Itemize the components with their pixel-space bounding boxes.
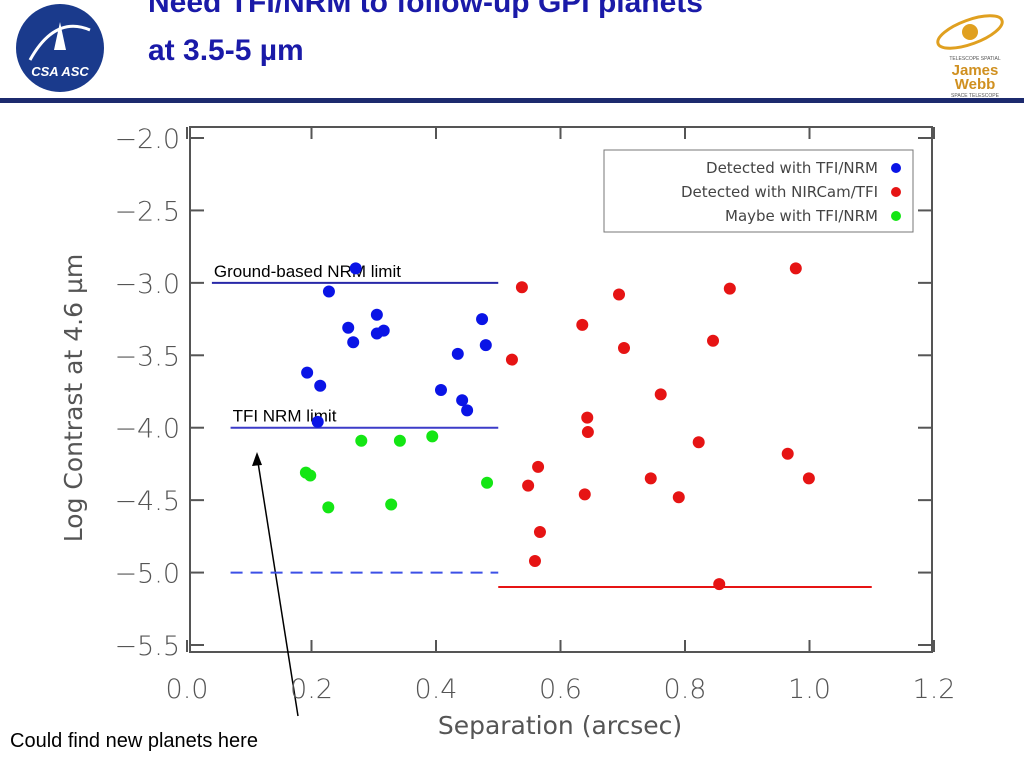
point xyxy=(322,285,335,298)
header-rule xyxy=(0,98,1024,103)
logo-rocket xyxy=(54,22,66,50)
x-tick-label: 0.2 xyxy=(290,674,333,705)
point xyxy=(613,288,626,301)
logo-text: SPACE TELESCOPE xyxy=(951,93,1000,99)
point xyxy=(654,388,667,401)
y-tick-label: −5.5 xyxy=(114,631,180,662)
point xyxy=(451,347,464,360)
point xyxy=(434,384,447,397)
y-tick-label: −3.0 xyxy=(114,269,180,300)
legend-label: Detected with NIRCam/TFI xyxy=(681,183,878,201)
point xyxy=(311,415,324,428)
point xyxy=(314,379,327,392)
x-tick-label: 1.0 xyxy=(788,674,831,705)
legend-label: Detected with TFI/NRM xyxy=(706,159,878,177)
title-line: Need TFI/NRM to follow-up GPI planets xyxy=(148,0,703,19)
point xyxy=(393,434,406,447)
x-tick-label: 0.6 xyxy=(539,674,582,705)
logo-text: James xyxy=(952,62,999,79)
point xyxy=(304,469,317,482)
x-tick-label: 0.8 xyxy=(664,674,707,705)
logo-text: CSA ASC xyxy=(31,64,89,79)
point xyxy=(342,321,355,334)
point xyxy=(692,436,705,449)
legend-label: Maybe with TFI/NRM xyxy=(725,207,878,225)
logo-text: Webb xyxy=(955,76,996,93)
point xyxy=(672,491,685,504)
point xyxy=(349,262,362,275)
logo-orbit xyxy=(936,14,1004,50)
point xyxy=(581,411,594,424)
y-tick-label: −3.5 xyxy=(114,341,180,372)
point xyxy=(802,472,815,485)
logo-swoosh xyxy=(28,24,91,61)
limit-label: Ground-based NRM limit xyxy=(214,262,401,281)
x-tick-label: 0.4 xyxy=(415,674,458,705)
y-tick-label: −4.0 xyxy=(114,414,180,445)
x-tick-label: 0.0 xyxy=(166,674,209,705)
legend-box xyxy=(603,149,914,233)
point xyxy=(456,394,469,407)
y-tick-label: −5.0 xyxy=(114,559,180,590)
point xyxy=(578,488,591,501)
point xyxy=(355,434,368,447)
point xyxy=(532,460,545,473)
y-tick-label: −2.0 xyxy=(114,124,180,155)
point xyxy=(617,342,630,355)
logo-sun xyxy=(962,24,978,40)
point xyxy=(476,313,489,326)
point xyxy=(481,476,494,489)
point xyxy=(533,526,546,539)
point xyxy=(347,336,360,349)
logo-text: TELESCOPE SPATIAL xyxy=(949,56,1000,62)
point xyxy=(301,366,314,379)
point xyxy=(713,578,726,591)
point xyxy=(522,479,535,492)
point xyxy=(515,281,528,294)
point xyxy=(789,262,802,275)
y-tick-label: −2.5 xyxy=(114,196,180,227)
legend-marker xyxy=(891,211,901,221)
csa-logo: CSA ASC xyxy=(16,4,104,92)
arrow-head xyxy=(252,452,262,466)
point xyxy=(723,282,736,295)
point xyxy=(505,353,518,366)
point xyxy=(581,426,594,439)
point xyxy=(576,318,589,331)
point xyxy=(322,501,335,514)
point xyxy=(479,339,492,352)
point xyxy=(426,430,439,443)
x-axis-label: Separation (arcsec) xyxy=(438,711,682,740)
point xyxy=(385,498,398,511)
point xyxy=(528,554,541,567)
jwst-logo: TELESCOPE SPATIAL James Webb SPACE TELES… xyxy=(936,14,1004,99)
arrow-line xyxy=(256,455,299,717)
limit-label: TFI NRM limit xyxy=(233,407,337,426)
point xyxy=(461,404,474,417)
point xyxy=(707,334,720,347)
point xyxy=(370,308,383,321)
point xyxy=(781,447,794,460)
legend-marker xyxy=(891,187,901,197)
y-tick-label: −4.5 xyxy=(114,486,180,517)
x-tick-label: 1.2 xyxy=(913,674,956,705)
annotation: Could find new planets here xyxy=(10,730,258,752)
point xyxy=(644,472,657,485)
legend-marker xyxy=(891,163,901,173)
y-axis-label: Log Contrast at 4.6 µm xyxy=(59,254,88,542)
title-line: at 3.5-5 µm xyxy=(148,34,304,67)
point xyxy=(370,327,383,340)
